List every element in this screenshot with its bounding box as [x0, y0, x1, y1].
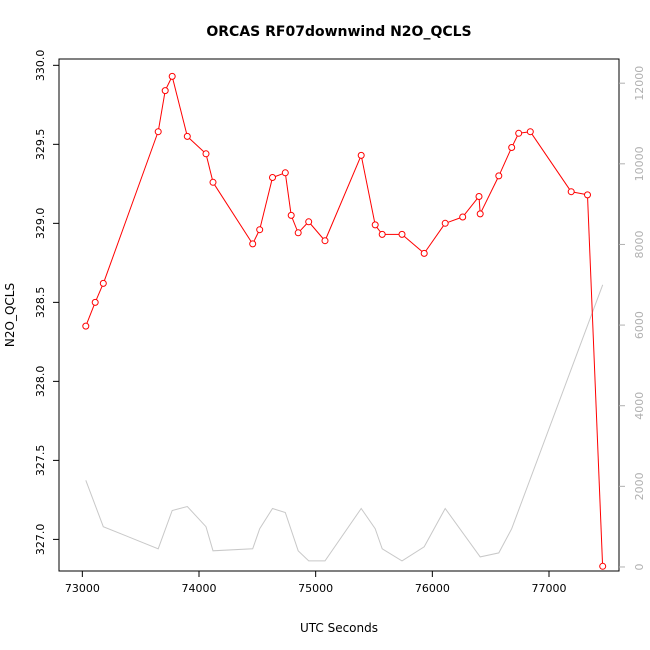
y-tick-label: 330.0 [34, 50, 47, 82]
n2o-line-segment [478, 199, 481, 211]
n2o-point [420, 249, 428, 257]
n2o-line-segment [172, 79, 188, 134]
n2o-line-segment [361, 158, 376, 223]
n2o-line-segment [521, 131, 528, 134]
y2-tick-label: 6000 [633, 311, 646, 339]
n2o-line-segment [103, 134, 158, 281]
n2o-point [249, 240, 257, 248]
n2o-line-segment [310, 223, 324, 239]
y-tick-label: 329.0 [34, 208, 47, 240]
n2o-point [515, 129, 523, 137]
n2o-line-segment [481, 178, 498, 212]
n2o-line-segment [425, 225, 444, 252]
n2o-point [371, 221, 379, 229]
n2o-point [357, 151, 365, 159]
series-layer [82, 72, 607, 570]
n2o-point [441, 219, 449, 227]
x-tick-label: 74000 [182, 582, 217, 595]
n2o-line-segment [214, 184, 252, 242]
x-tick-label: 77000 [532, 582, 567, 595]
n2o-point [459, 213, 467, 221]
n2o-line-segment [291, 218, 298, 231]
y-tick-label: 328.0 [34, 366, 47, 398]
n2o-line-segment [325, 158, 361, 239]
n2o-line-segment [512, 135, 518, 146]
n2o-point [168, 72, 176, 80]
n2o-point [584, 191, 591, 199]
n2o-point [475, 193, 483, 200]
x-axis-label: UTC Seconds [300, 621, 378, 635]
n2o-line-segment [587, 197, 603, 564]
n2o-line-segment [259, 180, 273, 227]
y-axis-right: 0 2000 4000 6000 8000 10000 12000 [619, 66, 646, 570]
x-tick-label: 73000 [65, 582, 100, 595]
y-axis-label: N2O_QCLS [3, 283, 17, 347]
n2o-line-segment [447, 217, 460, 223]
n2o-line-segment [531, 133, 570, 190]
n2o-line-segment [464, 198, 478, 216]
n2o-point [99, 279, 107, 287]
n2o-line-segment [206, 156, 213, 180]
n2o-point [398, 230, 406, 238]
n2o-line-segment [86, 304, 95, 324]
y-tick-label: 327.5 [34, 445, 47, 477]
n2o-line-segment [403, 236, 423, 252]
y-axis-left: 327.0 327.5 328.0 328.5 329.0 329.5 330.0 [34, 50, 59, 556]
n2o-point [526, 128, 534, 136]
n2o-line-segment [574, 191, 585, 195]
n2o-point [256, 226, 264, 234]
n2o-point [281, 169, 289, 177]
n2o-point [599, 562, 607, 570]
n2o-line-segment [299, 223, 307, 232]
n2o-point [82, 322, 90, 330]
n2o-point [209, 178, 217, 186]
n2o-line-segment [285, 175, 292, 213]
n2o-point [321, 237, 329, 245]
n2o-point [154, 128, 162, 136]
y-tick-label: 327.0 [34, 524, 47, 556]
y2-tick-label: 2000 [633, 472, 646, 500]
n2o-point [183, 132, 191, 140]
n2o-point [305, 218, 313, 226]
y-tick-label: 328.5 [34, 287, 47, 319]
n2o-line-segment [158, 93, 166, 129]
n2o-line-segment [253, 232, 259, 242]
x-tick-label: 75000 [298, 582, 333, 595]
y-tick-label: 329.5 [34, 129, 47, 161]
n2o-point [495, 172, 503, 180]
n2o-point [161, 87, 169, 95]
n2o-line-segment [189, 138, 205, 153]
y2-tick-label: 12000 [633, 66, 646, 101]
altitude-line [85, 284, 604, 562]
n2o-line-segment [166, 78, 172, 89]
x-axis: 73000 74000 75000 76000 77000 [65, 571, 567, 595]
n2o-point [378, 230, 386, 238]
n2o-line-segment [499, 149, 511, 174]
n2o-point [294, 229, 302, 237]
n2o-line-segment [376, 227, 381, 233]
n2o-point [202, 150, 210, 158]
n2o-point [476, 210, 484, 218]
n2o-line-segment [95, 286, 103, 300]
y2-tick-label: 0 [633, 563, 646, 570]
x-tick-label: 76000 [415, 582, 450, 595]
chart-title: ORCAS RF07downwind N2O_QCLS [206, 24, 471, 40]
n2o-point [91, 298, 99, 306]
y2-tick-label: 10000 [633, 146, 646, 181]
n2o-point [269, 174, 276, 181]
y2-tick-label: 4000 [633, 392, 646, 420]
y2-tick-label: 8000 [633, 230, 646, 258]
n2o-line-segment [275, 173, 283, 177]
n2o-point [287, 211, 295, 219]
n2o-point [567, 188, 575, 196]
plot-frame [58, 58, 620, 572]
n2o-point [508, 144, 516, 151]
